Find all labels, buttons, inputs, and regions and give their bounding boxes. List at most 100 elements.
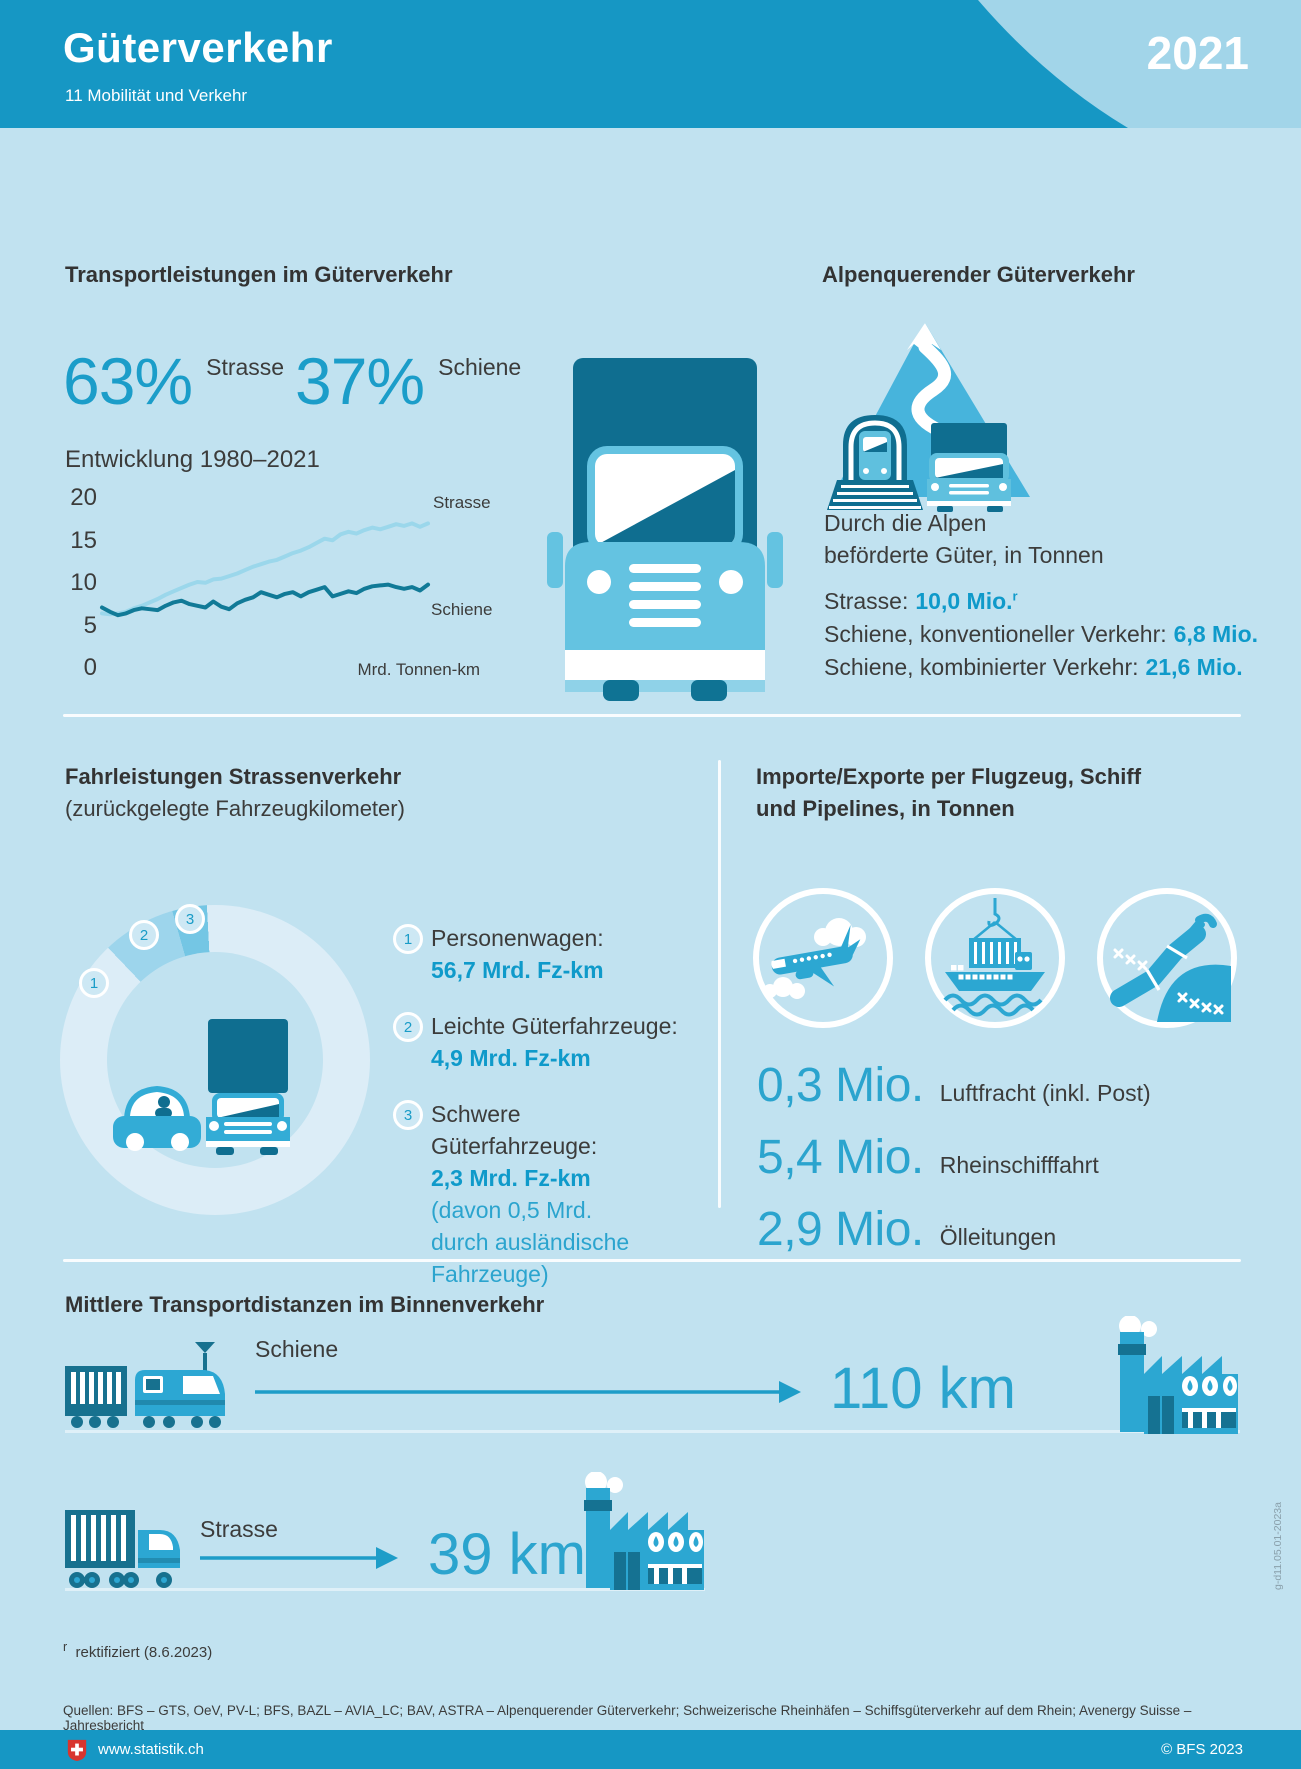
- airfreight-value: 0,3 Mio.: [757, 1059, 924, 1112]
- airfreight-circle: [753, 888, 893, 1028]
- bottom-bar: www.statistik.ch © BFS 2023: [0, 1730, 1301, 1769]
- rail-distance-value: 110 km: [830, 1356, 1016, 1421]
- line-label-schiene: Schiene: [431, 600, 492, 619]
- footnote-text: rektifiziert (8.6.2023): [75, 1644, 213, 1661]
- pipeline-icon: [1110, 913, 1231, 1022]
- alpine-heading: Alpenquerender Güterverkehr: [822, 262, 1135, 287]
- ytick-0: 0: [84, 654, 97, 681]
- donut-badge-2: 2: [129, 920, 159, 950]
- legend-note-line3: Fahrzeuge): [431, 1261, 549, 1287]
- road-distance-label: Strasse: [200, 1516, 278, 1542]
- road-ground-line: [65, 1588, 705, 1591]
- page-title: Güterverkehr: [63, 24, 333, 71]
- horizontal-divider-2: [63, 1259, 1241, 1262]
- vertical-divider: [718, 760, 721, 1208]
- alpine-rail-conv-value: 6,8 Mio.: [1173, 621, 1259, 647]
- legend-label-2: Leichte Güterfahrzeuge:: [431, 1013, 678, 1039]
- ytick-10: 10: [70, 569, 97, 596]
- car-and-truck-icon: [113, 1019, 290, 1155]
- alpine-intro-line1: Durch die Alpen: [824, 510, 987, 536]
- alpine-stat-rail-combined: Schiene, kombinierter Verkehr: 21,6 Mio.: [824, 654, 1243, 681]
- legend-value-3: 2,3 Mrd. Fz-km: [431, 1165, 591, 1191]
- mileage-subheading: (zurückgelegte Fahrzeugkilometer): [65, 796, 405, 821]
- line-label-strasse: Strasse: [433, 493, 491, 512]
- imports-heading-line1: Importe/Exporte per Flugzeug, Schiff: [756, 764, 1142, 789]
- road-share-label: Strasse: [206, 354, 285, 380]
- pipeline-circle: [1097, 888, 1237, 1028]
- distances-heading: Mittlere Transportdistanzen im Binnenver…: [65, 1292, 545, 1317]
- stat-airfreight: 0,3 Mio. Luftfracht (inkl. Post): [757, 1058, 1151, 1113]
- rail-distance-arrow: [255, 1381, 801, 1403]
- ytick-20: 20: [70, 484, 97, 511]
- ytick-5: 5: [84, 612, 97, 639]
- alpine-intro-line2: beförderte Güter, in Tonnen: [824, 542, 1104, 568]
- imports-heading-line2: und Pipelines, in Tonnen: [756, 796, 1015, 821]
- rail-share-label: Schiene: [438, 354, 522, 380]
- road-distance-value: 39 km: [428, 1522, 586, 1587]
- freight-line-chart: 20 15 10 5 0 Strasse Schiene Mrd. Tonnen…: [70, 484, 492, 681]
- rhine-value: 5,4 Mio.: [757, 1131, 924, 1184]
- sources-line: Quellen: BFS – GTS, OeV, PV-L; BFS, BAZL…: [63, 1703, 1192, 1733]
- rail-distance-label: Schiene: [255, 1336, 339, 1362]
- chart-title: Entwicklung 1980–2021: [65, 446, 320, 473]
- freight-truck-side-icon: [65, 1510, 180, 1588]
- chart-unit-label: Mrd. Tonnen-km: [357, 660, 480, 679]
- ytick-15: 15: [70, 527, 97, 554]
- transport-heading: Transportleistungen im Güterverkehr: [65, 262, 453, 287]
- legend-label-3: Schwere Güterfahrzeuge:: [431, 1101, 598, 1159]
- page-subtitle: 11 Mobilität und Verkehr: [65, 86, 248, 105]
- year-badge: 2021: [1146, 27, 1249, 79]
- alpine-rail-comb-value: 21,6 Mio.: [1145, 654, 1243, 680]
- factory-icon-road: [584, 1472, 704, 1590]
- footnote: r rektifiziert (8.6.2023): [63, 1640, 212, 1661]
- swiss-flag-icon: [67, 1739, 87, 1761]
- modal-split-road: 63% Strasse: [63, 348, 284, 414]
- legend-badge-1: 1: [393, 924, 423, 954]
- header-corner-shape: [978, 0, 1301, 128]
- header-band: Güterverkehr 11 Mobilität und Verkehr 20…: [0, 0, 1301, 128]
- pipeline-value: 2,9 Mio.: [757, 1203, 924, 1256]
- stat-rhine-shipping: 5,4 Mio. Rheinschifffahrt: [757, 1130, 1099, 1185]
- legend-item-leichte: 2 Leichte Güterfahrzeuge: 4,9 Mrd. Fz-km: [393, 1010, 693, 1074]
- freight-train-icon: [65, 1342, 225, 1428]
- alpine-stat-rail-conventional: Schiene, konventioneller Verkehr: 6,8 Mio…: [824, 621, 1258, 648]
- alpine-rail-comb-label: Schiene, kombinierter Verkehr:: [824, 654, 1139, 680]
- ship-icon: [943, 898, 1045, 1017]
- factory-icon-rail: [1118, 1316, 1238, 1434]
- legend-value-2: 4,9 Mrd. Fz-km: [431, 1045, 591, 1071]
- line-schiene: [100, 582, 430, 618]
- modal-split-rail: 37% Schiene: [295, 348, 521, 414]
- legend-note-line2: durch ausländische: [431, 1229, 630, 1255]
- line-strasse: [100, 521, 430, 617]
- alpine-road-label: Strasse:: [824, 588, 909, 614]
- road-share-value: 63%: [63, 344, 193, 418]
- ship-circle: [925, 888, 1065, 1028]
- legend-badge-3: 3: [393, 1100, 423, 1130]
- publication-code: g-d11.05.01-2023a: [1272, 1502, 1284, 1590]
- rhine-label: Rheinschifffahrt: [939, 1152, 1099, 1178]
- legend-note-line1: (davon 0,5 Mrd.: [431, 1197, 593, 1223]
- pipeline-label: Ölleitungen: [939, 1224, 1057, 1250]
- airplane-icon: [763, 918, 866, 999]
- rail-share-value: 37%: [295, 344, 425, 418]
- footnote-marker: r: [63, 1640, 68, 1654]
- horizontal-divider-1: [63, 714, 1241, 717]
- legend-item-schwere: 3 Schwere Güterfahrzeuge: 2,3 Mrd. Fz-km…: [393, 1098, 693, 1290]
- alpine-rail-conv-label: Schiene, konventioneller Verkehr:: [824, 621, 1167, 647]
- donut-badge-3: 3: [175, 904, 205, 934]
- airfreight-label: Luftfracht (inkl. Post): [939, 1080, 1151, 1106]
- website-link[interactable]: www.statistik.ch: [98, 1741, 204, 1758]
- legend-value-1: 56,7 Mrd. Fz-km: [431, 957, 604, 983]
- legend-item-personenwagen: 1 Personenwagen: 56,7 Mrd. Fz-km: [393, 922, 693, 986]
- rail-ground-line: [65, 1430, 1240, 1433]
- truck-front-icon: [547, 358, 783, 701]
- alpine-mountain-icon: [827, 323, 1030, 512]
- legend-badge-2: 2: [393, 1012, 423, 1042]
- alpine-stat-road: Strasse: 10,0 Mio.r: [824, 588, 1018, 615]
- copyright: © BFS 2023: [1161, 1741, 1243, 1758]
- road-distance-arrow: [200, 1547, 398, 1569]
- donut-badge-1: 1: [79, 968, 109, 998]
- alpine-road-footnote-marker: r: [1012, 588, 1018, 604]
- stat-oil-pipelines: 2,9 Mio. Ölleitungen: [757, 1202, 1056, 1257]
